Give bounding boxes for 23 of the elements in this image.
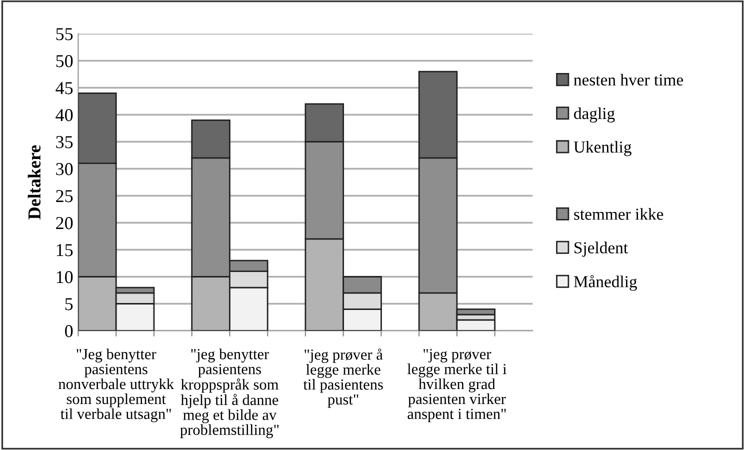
x-tick-label: "jeg benytter pasientens kroppspråk som hjelp til å danne meg et bilde av problemstilling" — [180, 348, 279, 438]
y-tick-label: 50 — [56, 55, 73, 68]
y-tick-label: 5 — [65, 298, 73, 310]
legend-label: daglig — [574, 107, 615, 123]
legend-label: Månedlig — [574, 275, 637, 291]
y-tick-label: 15 — [56, 244, 73, 256]
y-axis-title: Deltakere — [28, 145, 41, 220]
y-tick-label: 20 — [56, 217, 73, 230]
y-tick-label: 45 — [56, 82, 73, 94]
legend-label: Ukentlig — [574, 140, 632, 156]
x-tick-label: "Jeg benytter pasientens nonverbale uttrykk som supplement til verbale utsagn" — [58, 348, 174, 422]
y-tick-label: 30 — [56, 163, 73, 176]
x-tick-label: "jeg prøver å legge merke til pasientens pust" — [303, 348, 383, 408]
y-tick-label: 35 — [56, 136, 73, 148]
y-tick-label: 55 — [56, 28, 73, 40]
y-tick-label: 25 — [56, 190, 73, 202]
y-tick-label: 0 — [65, 325, 73, 338]
legend-label: stemmer ikke — [574, 208, 664, 220]
legend-label: Sjeldent — [574, 242, 628, 257]
y-tick-label: 40 — [56, 109, 73, 122]
y-tick-label: 10 — [56, 271, 73, 284]
x-tick-label: "jeg prøver legge merke til i hvilken grad pasienten virker anspent i timen" — [407, 349, 506, 422]
legend-label: nesten hver time — [574, 74, 683, 86]
